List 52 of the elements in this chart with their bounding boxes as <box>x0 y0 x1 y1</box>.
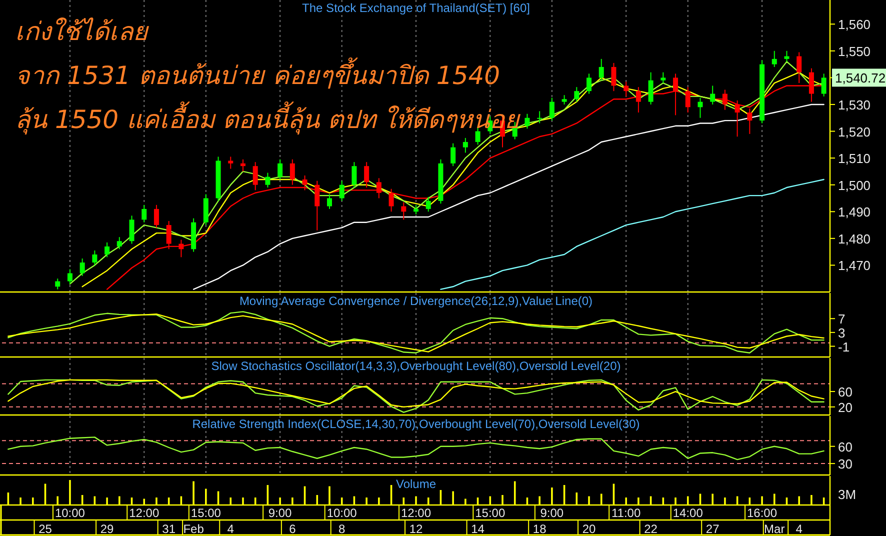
category-label: 4 <box>796 522 803 536</box>
y-tick-label: 1,550 <box>838 44 871 59</box>
y-tick-label: 60 <box>838 439 852 454</box>
category-label: Mar <box>764 522 785 536</box>
y-tick-label: 1,480 <box>838 231 871 246</box>
chart-title: Relative Strength Index(CLOSE,14,30,70),Overbought Level(70),Oversold Level(30) <box>192 417 640 431</box>
annotation: เก่งใช้ได้เลย <box>15 17 150 46</box>
category-label: 12 <box>409 522 423 536</box>
y-tick-label: 1,510 <box>838 151 871 166</box>
y-tick-label: -1 <box>838 339 850 354</box>
x-tick-label: 12:00 <box>400 506 432 520</box>
category-label: 31 <box>162 522 176 536</box>
y-tick-label: 20 <box>838 400 852 415</box>
category-label: 22 <box>644 522 658 536</box>
x-tick-label: 10:00 <box>326 506 358 520</box>
category-label: Feb <box>183 522 204 536</box>
y-tick-label: 30 <box>838 456 852 472</box>
x-tick-label: 14:00 <box>672 506 704 520</box>
x-tick-label: 15:00 <box>190 506 222 520</box>
category-label: 6 <box>289 522 296 536</box>
y-tick-label: 1,520 <box>838 124 871 140</box>
y-tick-label: 1,500 <box>838 178 871 193</box>
y-tick-label: 60 <box>838 384 852 400</box>
chart-title: Moving Average Convergence / Divergence(26,12,9),Value Line(0) <box>239 294 593 308</box>
x-tick-label: 10:00 <box>54 506 86 520</box>
y-tick-label: 3 <box>838 325 846 340</box>
category-label: 4 <box>227 522 234 536</box>
category-label: 8 <box>338 522 346 536</box>
chart-title: The Stock Exchange of Thailand(SET) [60] <box>302 1 530 15</box>
text: 3M <box>838 487 856 502</box>
annotation: ลุ้น 1550 แค่เอื้อม ตอนนี้ลุ้น ตปท ให้ดีดๆหน่อย <box>15 101 522 135</box>
y-tick-label: 1,490 <box>838 204 871 220</box>
category-label: 29 <box>100 522 114 536</box>
category-label: 14 <box>471 522 485 536</box>
x-tick-label: 15:00 <box>475 506 506 520</box>
y-tick-label: 1,530 <box>838 97 871 112</box>
category-label: 25 <box>38 522 52 536</box>
annotation: จาก 1531 ตอนต้นบ่าย ค่อยๆขึ้นมาปิด 1540 <box>15 57 500 90</box>
y-tick-label: 1,470 <box>838 258 871 274</box>
y-tick-label: 1,560 <box>838 17 871 32</box>
x-tick-label: 12:00 <box>129 506 160 520</box>
category-label: 18 <box>532 522 547 536</box>
chart-title: Slow Stochastics Oscillator(14,3,3),Overbought Level(80),Oversold Level(20) <box>211 359 621 373</box>
text: 1,540.72 <box>835 70 886 86</box>
x-tick-label: 16:00 <box>747 506 778 520</box>
x-tick-label: 9:00 <box>268 506 292 520</box>
chart-title: Volume <box>396 477 436 491</box>
x-tick-label: 11:00 <box>612 506 641 520</box>
y-tick-label: 7 <box>838 312 846 327</box>
x-tick-label: 9:00 <box>540 506 564 520</box>
category-label: 20 <box>582 522 596 536</box>
category-label: 27 <box>706 522 720 536</box>
